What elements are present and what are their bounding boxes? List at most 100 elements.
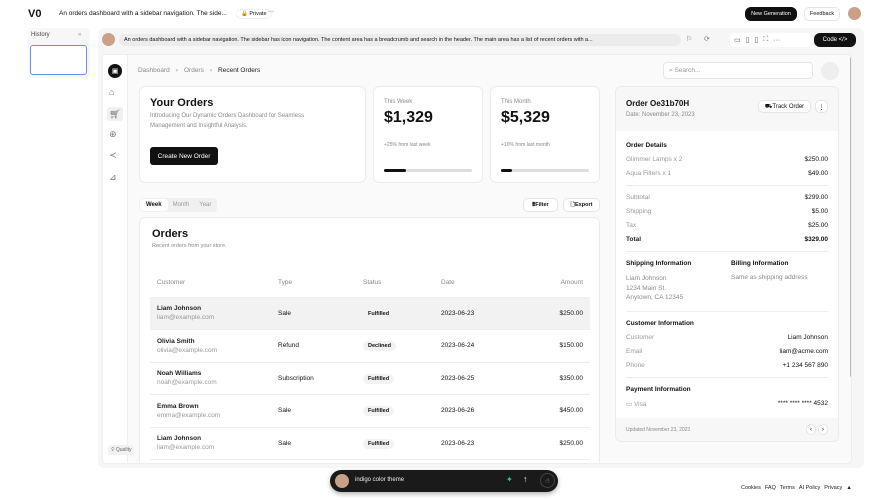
table-row[interactable]: Liam Johnson liam@example.com Sale Fulfil… [150, 427, 590, 460]
detail-row: Email liam@acme.com [626, 348, 828, 355]
col-type[interactable]: Type [278, 269, 363, 298]
order-amount: $150.00 [518, 329, 590, 363]
order-date: 2023-06-26 [441, 394, 519, 428]
tablet-icon[interactable]: ▯ [745, 37, 750, 44]
quality-button[interactable]: 💡︎ Quality [108, 445, 135, 455]
feedback-button[interactable]: Feedback [804, 7, 840, 21]
chart-icon[interactable]: ⊿ [109, 172, 117, 182]
v0-logo[interactable]: V0 [28, 8, 42, 20]
package-icon[interactable]: ▣ [108, 64, 122, 78]
vercel-icon[interactable]: ▲ [846, 485, 852, 491]
cart-icon[interactable]: 🛒︎ [107, 107, 123, 121]
footer-cookies[interactable]: Cookies [741, 485, 761, 491]
stat-progress [501, 169, 589, 172]
previous-order-button[interactable]: ‹ [806, 424, 816, 435]
tab-year[interactable]: Year [199, 202, 212, 208]
detail-label: Subtotal [626, 194, 650, 201]
more-options-button[interactable]: ⋮ [815, 100, 828, 113]
updated-date: Updated November 23, 2023 [626, 427, 691, 433]
billing-title: Billing Information [731, 260, 789, 267]
history-thumbnail[interactable] [30, 45, 87, 75]
col-status[interactable]: Status [363, 269, 441, 298]
home-icon[interactable]: ⌂ [109, 87, 115, 97]
share-icon[interactable]: ≺ [109, 150, 117, 160]
desktop-icon[interactable]: ▭ [734, 37, 741, 44]
tab-month[interactable]: Month [172, 202, 190, 208]
order-date: 2023-06-23 [441, 427, 519, 460]
more-icon[interactable]: ··· [773, 36, 781, 44]
stat-value: $5,329 [501, 109, 550, 126]
next-order-button[interactable]: › [818, 424, 828, 435]
detail-label: Customer [626, 333, 655, 341]
address-section: Shipping Information Liam Johnson 1234 M… [626, 260, 828, 303]
chat-input[interactable]: indigo color theme [355, 477, 405, 483]
customer-email: olivia@example.com [157, 346, 218, 354]
stat-label: This Month [501, 99, 531, 105]
breadcrumb-orders[interactable]: Orders [183, 67, 204, 74]
stat-progress [384, 169, 472, 172]
stat-change: +10% from last month [501, 142, 550, 148]
detail-value: $25.00 [808, 222, 828, 229]
footer-ai-policy[interactable]: AI Policy [798, 485, 821, 491]
privacy-badge[interactable]: 🔒 Private [236, 9, 272, 19]
detail-value: $5.00 [811, 208, 828, 215]
order-date: Date: November 23, 2023 [626, 112, 695, 118]
order-date: 2023-06-24 [441, 329, 519, 363]
detail-value: $299.00 [804, 194, 829, 201]
refresh-icon[interactable]: ⟳ [704, 36, 710, 43]
col-date[interactable]: Date [441, 269, 519, 298]
table-row[interactable]: Noah Williams noah@example.com Subscripti… [150, 362, 590, 395]
send-icon[interactable]: ↑ [523, 474, 528, 484]
tab-week[interactable]: Week [140, 199, 168, 211]
export-button[interactable]: 🗋︎ Export [563, 198, 600, 212]
detail-value: $329.00 [804, 236, 829, 243]
detail-label: Phone [626, 361, 645, 369]
new-generation-button[interactable]: New Generation [745, 7, 797, 21]
shipping-title: Shipping Information [626, 260, 692, 267]
privacy-label: Private [249, 11, 267, 17]
code-button[interactable]: Code </> [814, 33, 856, 47]
collapse-history-button[interactable]: « [78, 32, 82, 38]
scrollbar[interactable] [850, 57, 851, 377]
table-row[interactable]: Liam Johnson liam@example.com Sale Fulfil… [150, 297, 590, 330]
order-date: 2023-06-23 [441, 297, 519, 330]
mobile-icon[interactable]: ▯ [754, 37, 759, 44]
fullscreen-icon[interactable]: ⛶ [763, 36, 769, 43]
order-date: 2023-06-25 [441, 362, 519, 395]
col-amount[interactable]: Amount [518, 269, 590, 298]
detail-footer: Updated November 23, 2023 ‹ › [616, 418, 838, 441]
order-type: Sale [278, 394, 363, 428]
search-input[interactable]: ⌕ Search... [663, 62, 813, 79]
track-order-button[interactable]: ⛟ Track Order [758, 100, 811, 113]
box-icon[interactable]: ⊕ [109, 129, 117, 139]
more-button[interactable]: ··· [268, 9, 274, 15]
customer-title: Customer Information [626, 319, 694, 327]
create-order-button[interactable]: Create New Order [150, 147, 218, 165]
table-row[interactable]: Emma Brown emma@example.com Sale Fulfille… [150, 394, 590, 428]
filter-button[interactable]: ⩩ Filter [523, 198, 558, 212]
status-badge: Fulfilled [363, 406, 395, 417]
select-element-icon[interactable]: ☝︎ [540, 473, 555, 488]
credit-card-icon: ▭ [626, 400, 633, 408]
order-type: Sale [278, 427, 363, 460]
payment-method: Visa [633, 400, 647, 408]
device-toolbar: ▭ ▯ ▯ ⛶ ··· [730, 33, 810, 47]
footer-faq[interactable]: FAQ [764, 485, 776, 491]
prompt-text[interactable]: An orders dashboard with a sidebar navig… [119, 34, 681, 46]
footer-terms[interactable]: Terms [779, 485, 795, 491]
project-title[interactable]: An orders dashboard with a sidebar navig… [59, 10, 227, 17]
detail-label: Tax [626, 222, 637, 229]
dislike-icon[interactable]: ⚐ [686, 36, 693, 43]
table-row[interactable]: Olivia Smith olivia@example.com Refund De… [150, 329, 590, 363]
history-title: History [31, 32, 50, 38]
breadcrumb-dashboard[interactable]: Dashboard [138, 67, 170, 74]
orders-card: Orders Recent orders from your store. Cu… [139, 217, 600, 463]
card-number: **** **** **** 4532 [777, 400, 828, 407]
col-customer[interactable]: Customer [150, 269, 278, 298]
order-amount: $250.00 [518, 297, 590, 330]
profile-avatar[interactable] [821, 62, 839, 80]
footer-privacy[interactable]: Privacy [824, 485, 843, 491]
user-avatar[interactable] [848, 7, 861, 20]
hero-description: Introducing Our Dynamic Orders Dashboard… [150, 113, 305, 129]
enhance-icon[interactable]: ✦ [506, 475, 513, 484]
